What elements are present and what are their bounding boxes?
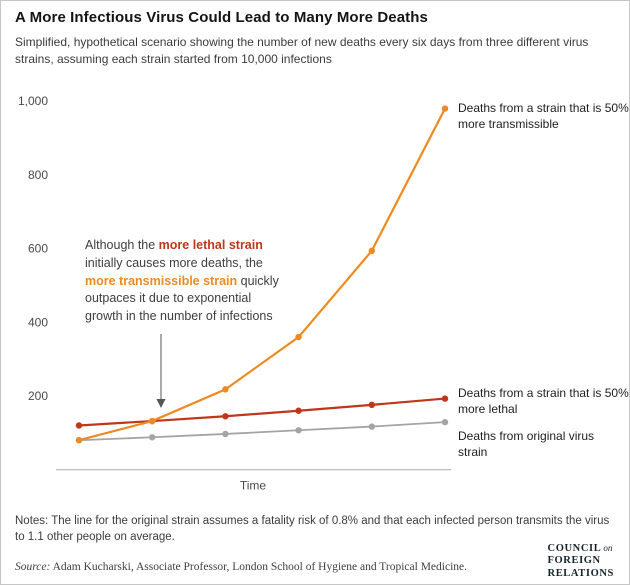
series-point-original [368,423,375,430]
chart-subtitle: Simplified, hypothetical scenario showin… [15,35,589,67]
series-point-lethal [222,413,229,420]
y-tick-label: 800 [28,168,48,182]
logo-line-3: RELATIONS [547,567,614,579]
annotation-text: more lethal strain [158,238,263,252]
series-point-transmissible [295,333,302,341]
logo-line-1: COUNCIL on [548,543,614,555]
annotation-text: Although the [85,238,159,252]
series-point-transmissible [75,437,83,444]
y-tick-label: 1,000 [18,94,48,108]
series-line-lethal [78,397,446,427]
source-text: Adam Kucharski, Associate Professor, Lon… [50,561,468,573]
annotation-text: growth in the number of infections [85,309,273,323]
y-tick-label: 400 [28,315,48,329]
annotation-text: quickly [237,273,279,288]
annotation-arrowhead [156,399,166,408]
annotation-text: initially causes more deaths, the [85,255,263,270]
series-line-original [78,421,446,442]
series-point-transmissible [149,417,156,425]
series-point-original [149,434,156,441]
series-point-transmissible [441,105,449,112]
series-label-lethal: Deaths from a strain that is 50% more le… [458,386,629,417]
series-point-original [441,418,449,426]
series-point-original [222,430,229,438]
logo-council: COUNCIL [547,543,602,554]
chart-annotation: Although the more lethal strain initially… [85,237,305,326]
series-point-lethal [441,395,449,402]
chart-notes: Notes: The line for the original strain … [15,515,610,544]
series-point-lethal [295,407,302,414]
series-point-transmissible [368,247,375,255]
annotation-text: outpaces it due to exponential [85,291,252,306]
x-axis-label: Time [240,479,267,493]
source-label: Source: [15,561,51,573]
cfr-logo: COUNCIL on FOREIGN RELATIONS [548,543,614,580]
series-label-transmissible: Deaths from a strain that is 50% more tr… [458,101,629,132]
series-point-transmissible [222,386,229,393]
y-tick-label: 200 [28,389,48,403]
annotation-text: more transmissible strain [85,273,238,288]
source-line: Source: Adam Kucharski, Associate Profes… [15,561,467,573]
series-label-original: Deaths from original virus strain [458,429,595,460]
series-point-original [295,427,302,434]
logo-on: on [603,543,613,553]
series-line-transmissible [78,108,446,442]
line-chart: 200 400 600 800 1,000 Time [18,94,451,493]
logo-line-2: FOREIGN [547,555,601,567]
series-point-lethal [368,401,375,409]
chart-title: A More Infectious Virus Could Lead to Ma… [15,9,428,26]
y-tick-label: 600 [28,242,48,256]
series-point-lethal [75,422,83,429]
